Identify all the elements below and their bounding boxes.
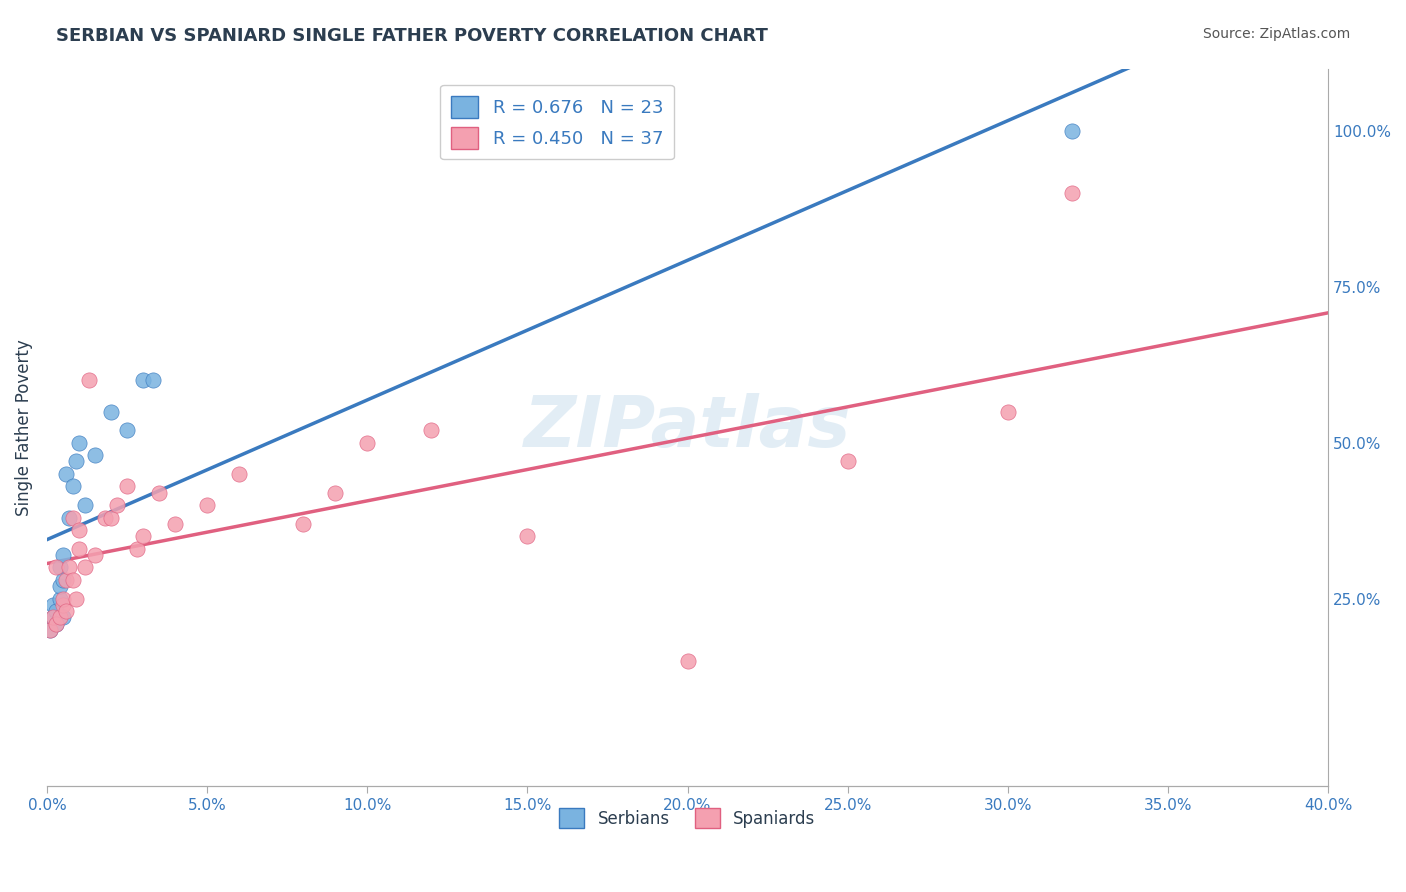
Point [52, 548, 75, 562]
Point [58, 560, 80, 574]
Point [356, 435, 378, 450]
Point [42, 610, 65, 624]
Point [115, 479, 138, 493]
Point [77, 373, 100, 387]
Point [67, 435, 90, 450]
Point [195, 498, 218, 512]
Point [323, 485, 346, 500]
Text: SERBIAN VS SPANIARD SINGLE FATHER POVERTY CORRELATION CHART: SERBIAN VS SPANIARD SINGLE FATHER POVERT… [56, 27, 768, 45]
Point [52, 573, 75, 587]
Point [55, 467, 77, 481]
Point [52, 591, 75, 606]
Point [105, 498, 128, 512]
Point [516, 529, 538, 543]
Point [75, 498, 97, 512]
Point [48, 591, 70, 606]
Point [837, 454, 859, 468]
Y-axis label: Single Father Poverty: Single Father Poverty [15, 339, 32, 516]
Point [228, 467, 250, 481]
Point [142, 373, 165, 387]
Point [67, 523, 90, 537]
Point [292, 516, 315, 531]
Point [62, 479, 84, 493]
Point [55, 573, 77, 587]
Point [39, 623, 62, 637]
Point [42, 610, 65, 624]
Point [65, 591, 87, 606]
Point [93, 510, 115, 524]
Point [48, 560, 70, 574]
Point [132, 529, 155, 543]
Text: ZIPatlas: ZIPatlas [524, 392, 851, 462]
Point [48, 579, 70, 593]
Point [52, 610, 75, 624]
Point [163, 516, 186, 531]
Point [58, 510, 80, 524]
Point [42, 598, 65, 612]
Point [45, 616, 67, 631]
Point [100, 404, 122, 418]
Point [997, 404, 1019, 418]
Point [52, 598, 75, 612]
Point [65, 454, 87, 468]
Point [115, 423, 138, 437]
Point [67, 541, 90, 556]
Point [1060, 186, 1083, 201]
Point [39, 623, 62, 637]
Point [45, 604, 67, 618]
Point [132, 373, 155, 387]
Legend: Serbians, Spaniards: Serbians, Spaniards [553, 801, 823, 835]
Point [48, 610, 70, 624]
Point [676, 654, 699, 668]
Text: Source: ZipAtlas.com: Source: ZipAtlas.com [1202, 27, 1350, 41]
Point [148, 485, 170, 500]
Point [62, 510, 84, 524]
Point [75, 560, 97, 574]
Point [62, 573, 84, 587]
Point [100, 510, 122, 524]
Point [1060, 124, 1083, 138]
Point [45, 616, 67, 631]
Point [55, 604, 77, 618]
Point [420, 423, 443, 437]
Point [84, 448, 107, 462]
Point [84, 548, 107, 562]
Point [125, 541, 148, 556]
Point [45, 560, 67, 574]
